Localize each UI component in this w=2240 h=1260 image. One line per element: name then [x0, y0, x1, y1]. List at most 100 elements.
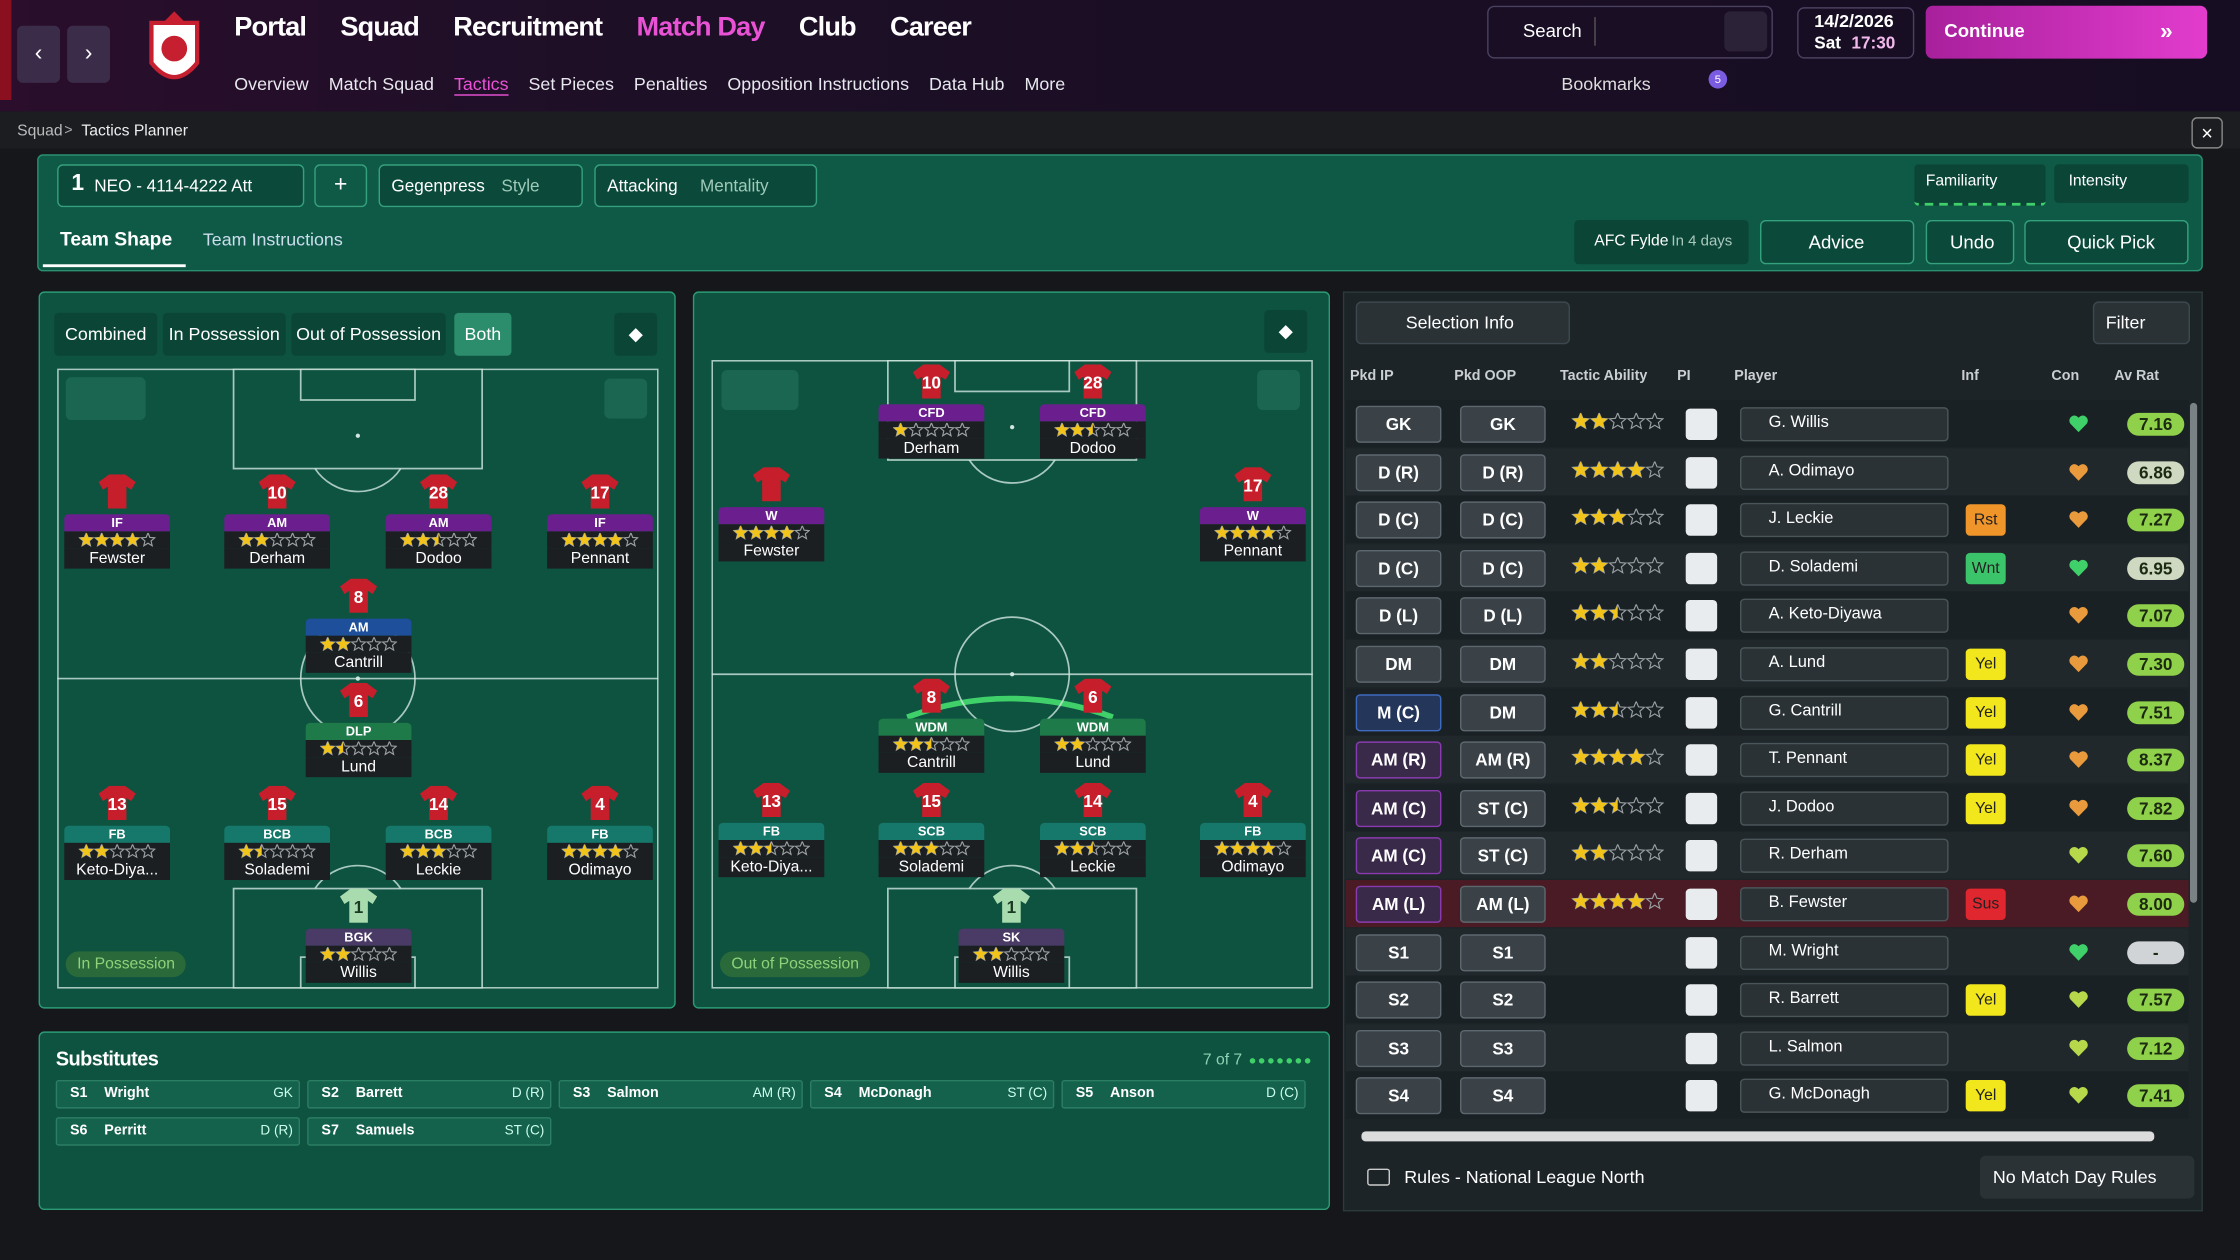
- pkd-ip[interactable]: GK: [1355, 405, 1442, 443]
- pkd-ip[interactable]: AM (R): [1355, 741, 1442, 779]
- pkd-oop[interactable]: S1: [1459, 933, 1546, 971]
- menu-item[interactable]: Portal: [234, 12, 307, 43]
- column-header[interactable]: Con: [2051, 368, 2080, 385]
- pkd-oop[interactable]: D (C): [1459, 501, 1546, 539]
- settings-button[interactable]: [1724, 11, 1768, 52]
- view-toggle[interactable]: In Possession: [162, 312, 286, 356]
- breadcrumb[interactable]: Squad: [17, 122, 63, 140]
- player-select[interactable]: [1739, 887, 1949, 922]
- intensity-box[interactable]: [2054, 164, 2189, 203]
- pkd-oop[interactable]: AM (L): [1459, 885, 1546, 923]
- player-select[interactable]: [1739, 695, 1949, 730]
- eye-dropdown[interactable]: [65, 377, 146, 420]
- pkd-oop[interactable]: D (R): [1459, 453, 1546, 491]
- pi-button[interactable]: [1685, 1080, 1718, 1112]
- pi-button[interactable]: [1685, 936, 1718, 968]
- sub-menu-item[interactable]: Set Pieces: [528, 74, 614, 95]
- substitute-cell[interactable]: [558, 1079, 803, 1109]
- pkd-ip[interactable]: S1: [1355, 933, 1442, 971]
- pi-button[interactable]: [1685, 552, 1718, 584]
- player-select[interactable]: [1739, 647, 1949, 682]
- pkd-ip[interactable]: AM (C): [1355, 837, 1442, 875]
- pkd-oop[interactable]: D (L): [1459, 597, 1546, 635]
- search-label[interactable]: Search: [1522, 19, 1582, 42]
- player-select[interactable]: [1739, 839, 1949, 874]
- substitute-cell[interactable]: [55, 1079, 300, 1109]
- sub-menu-item[interactable]: Penalties: [633, 74, 708, 95]
- sub-menu-item[interactable]: Tactics: [453, 74, 509, 96]
- pi-button[interactable]: [1685, 504, 1718, 536]
- pkd-ip[interactable]: D (R): [1355, 453, 1442, 491]
- forward-button[interactable]: ›: [67, 25, 110, 83]
- menu-item[interactable]: Career: [890, 12, 972, 43]
- player-select[interactable]: [1739, 455, 1949, 490]
- pkd-oop[interactable]: ST (C): [1459, 837, 1546, 875]
- player-select[interactable]: [1739, 743, 1949, 778]
- pi-button[interactable]: [1685, 792, 1718, 824]
- pi-button[interactable]: [1685, 408, 1718, 440]
- grid-button[interactable]: [1257, 369, 1300, 410]
- match-day-rules-button[interactable]: [1979, 1155, 2195, 1199]
- substitute-cell[interactable]: [307, 1079, 552, 1109]
- eye-dropdown[interactable]: [721, 369, 799, 410]
- pi-button[interactable]: [1685, 1032, 1718, 1064]
- tab[interactable]: Team Instructions: [202, 229, 343, 250]
- player-select[interactable]: [1739, 1031, 1949, 1066]
- pkd-ip[interactable]: S3: [1355, 1029, 1442, 1067]
- player-select[interactable]: [1739, 407, 1949, 442]
- pkd-oop[interactable]: DM: [1459, 693, 1546, 731]
- menu-item[interactable]: Match Day: [636, 12, 766, 43]
- player-select[interactable]: [1739, 503, 1949, 538]
- pi-button[interactable]: [1685, 744, 1718, 776]
- pi-button[interactable]: [1685, 648, 1718, 680]
- pkd-ip[interactable]: S4: [1355, 1077, 1442, 1115]
- sub-menu-item[interactable]: More: [1024, 74, 1066, 95]
- player-select[interactable]: [1739, 599, 1949, 634]
- style-select[interactable]: [378, 164, 583, 208]
- player-select[interactable]: [1739, 935, 1949, 970]
- pkd-ip[interactable]: M (C): [1355, 693, 1442, 731]
- view-toggle[interactable]: Out of Possession: [291, 312, 446, 356]
- column-header[interactable]: Pkd OOP: [1454, 368, 1517, 385]
- pkd-ip[interactable]: D (C): [1355, 549, 1442, 587]
- pkd-oop[interactable]: DM: [1459, 645, 1546, 683]
- pkd-oop[interactable]: ST (C): [1459, 789, 1546, 827]
- column-header[interactable]: PI: [1677, 368, 1691, 385]
- player-select[interactable]: [1739, 791, 1949, 826]
- add-button[interactable]: +: [314, 164, 368, 208]
- selection-view[interactable]: [1355, 301, 1570, 345]
- pi-button[interactable]: [1685, 456, 1718, 488]
- column-header[interactable]: Av Rat: [2114, 368, 2160, 385]
- pkd-oop[interactable]: GK: [1459, 405, 1546, 443]
- pi-button[interactable]: [1685, 600, 1718, 632]
- action-button[interactable]: [1759, 219, 1915, 265]
- pi-button[interactable]: [1685, 888, 1718, 920]
- view-toggle[interactable]: Combined: [54, 312, 158, 356]
- diamond-button[interactable]: ◆: [614, 312, 658, 356]
- filter-button[interactable]: [2092, 301, 2190, 345]
- pkd-oop[interactable]: S4: [1459, 1077, 1546, 1115]
- sub-menu-item[interactable]: Data Hub: [929, 74, 1005, 95]
- menu-item[interactable]: Club: [798, 12, 857, 43]
- pi-button[interactable]: [1685, 840, 1718, 872]
- pkd-oop[interactable]: S2: [1459, 981, 1546, 1019]
- sub-menu-item[interactable]: Overview: [234, 74, 309, 95]
- pkd-ip[interactable]: S2: [1355, 981, 1442, 1019]
- familiarity-box[interactable]: [1914, 164, 2046, 206]
- continue-button[interactable]: [1925, 5, 2208, 59]
- close-button[interactable]: ×: [2191, 117, 2223, 149]
- pkd-oop[interactable]: AM (R): [1459, 741, 1546, 779]
- continue-label[interactable]: Continue: [1944, 19, 2025, 42]
- action-button[interactable]: [1925, 219, 2015, 265]
- substitute-cell[interactable]: [1061, 1079, 1306, 1109]
- substitute-cell[interactable]: [809, 1079, 1055, 1109]
- tactic-select[interactable]: [57, 164, 305, 208]
- player-select[interactable]: [1739, 1079, 1949, 1114]
- view-toggle[interactable]: Both: [454, 312, 512, 356]
- pkd-ip[interactable]: DM: [1355, 645, 1442, 683]
- substitute-cell[interactable]: [55, 1117, 300, 1146]
- pkd-ip[interactable]: AM (L): [1355, 885, 1442, 923]
- player-select[interactable]: [1739, 983, 1949, 1018]
- pi-button[interactable]: [1685, 984, 1718, 1016]
- action-button[interactable]: [2024, 219, 2189, 265]
